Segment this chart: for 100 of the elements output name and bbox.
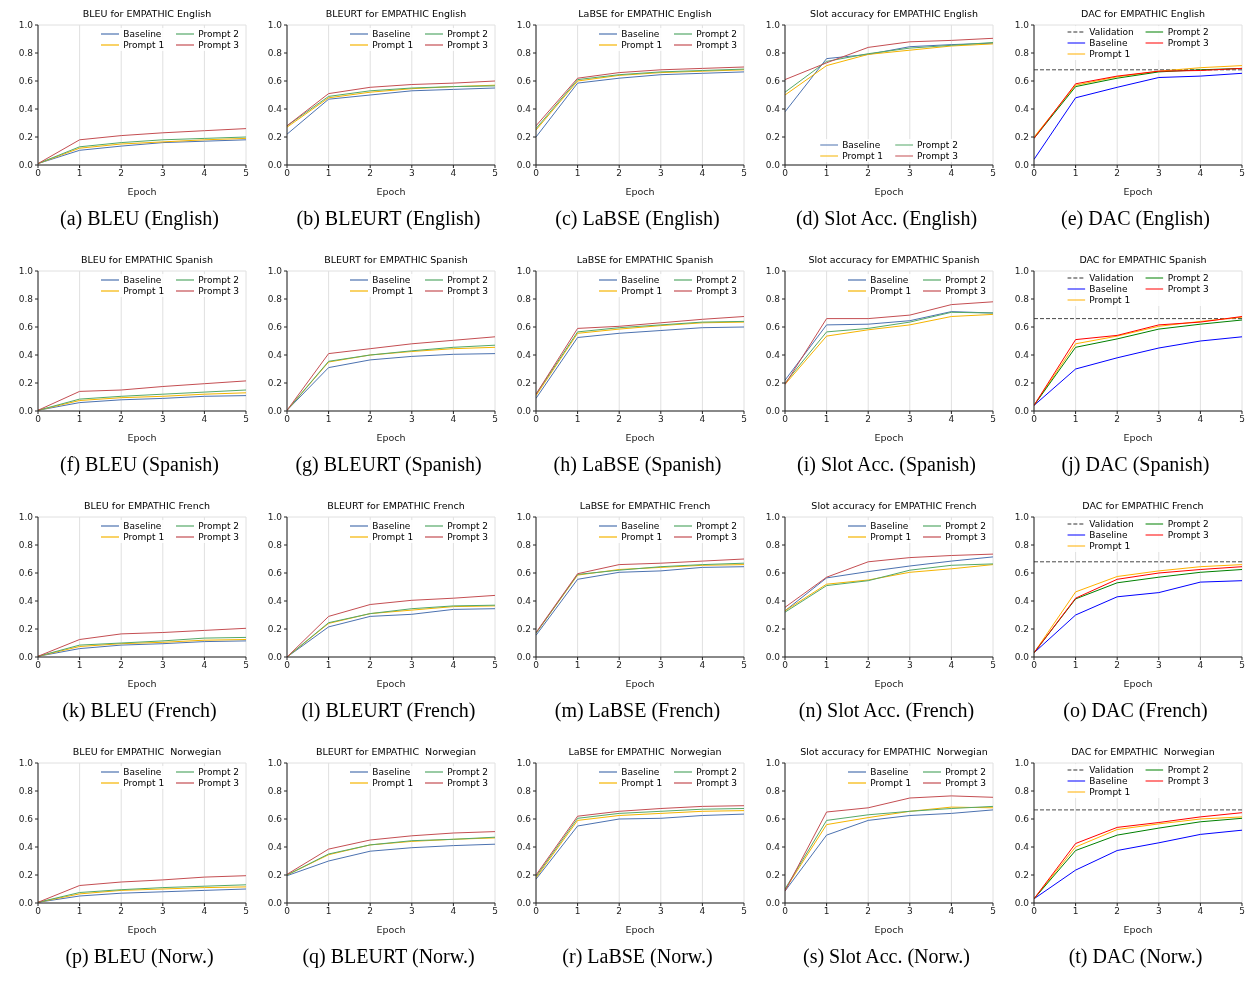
- legend-label: Prompt 1: [870, 532, 912, 542]
- x-axis-title: Epoch: [625, 678, 655, 689]
- x-tick-label: 4: [699, 660, 706, 671]
- legend-label: Prompt 1: [372, 286, 414, 296]
- legend-label: Prompt 2: [198, 275, 239, 285]
- y-tick-label: 0.4: [516, 596, 532, 607]
- y-tick-label: 0.2: [267, 132, 282, 143]
- y-tick-label: 0.0: [18, 652, 34, 663]
- x-tick-label: 3: [408, 168, 415, 179]
- legend-label: Prompt 1: [372, 40, 414, 50]
- x-tick-label: 5: [492, 168, 498, 179]
- legend-label: Baseline: [123, 29, 162, 39]
- y-tick-label: 1.0: [18, 512, 34, 523]
- chart-title: BLEU for EMPATHIC Spanish: [80, 254, 214, 267]
- text: (k) BLEU (French): [61, 699, 218, 722]
- y-tick-label: 0.2: [516, 870, 531, 881]
- x-tick-label: 2: [118, 660, 125, 671]
- legend-label: Prompt 1: [870, 286, 912, 296]
- legend-label: Baseline: [1089, 530, 1128, 540]
- x-tick-label: 5: [990, 168, 996, 179]
- x-axis-title: Epoch: [376, 924, 406, 935]
- y-tick-label: 0.6: [18, 814, 34, 825]
- y-tick-label: 0.6: [267, 76, 283, 87]
- x-tick-label: 4: [1197, 168, 1204, 179]
- y-tick-label: 0.0: [765, 160, 781, 171]
- x-axis-title: Epoch: [127, 186, 157, 197]
- line-series: [1034, 336, 1242, 406]
- x-tick-label: 0: [1031, 414, 1038, 425]
- y-tick-label: 1.0: [765, 512, 781, 523]
- y-tick-label: 0.4: [18, 350, 34, 361]
- x-tick-label: 2: [865, 414, 872, 425]
- x-tick-label: 2: [367, 414, 374, 425]
- line-series: [287, 843, 495, 877]
- y-tick-label: 0.0: [1014, 898, 1030, 909]
- legend-label: Prompt 1: [1089, 295, 1131, 305]
- legend-label: Prompt 2: [1167, 519, 1209, 529]
- line-series: [1034, 72, 1242, 160]
- y-tick-label: 0.4: [18, 842, 34, 853]
- text: (i) Slot Acc. (Spanish): [796, 453, 977, 476]
- x-tick-label: 1: [823, 168, 830, 179]
- x-tick-label: 3: [159, 660, 166, 671]
- y-tick-label: 0.4: [18, 104, 34, 115]
- chart-title: BLEURT for EMPATHIC Norwegian: [314, 746, 477, 759]
- x-tick-label: 2: [1114, 660, 1121, 671]
- y-tick-label: 1.0: [267, 758, 283, 769]
- text: (t) DAC (Norw.): [1067, 945, 1204, 968]
- x-tick-label: 0: [35, 660, 42, 671]
- x-tick-label: 3: [906, 414, 913, 425]
- y-tick-label: 0.0: [516, 652, 532, 663]
- y-tick-label: 1.0: [516, 758, 532, 769]
- y-tick-label: 0.4: [267, 350, 283, 361]
- y-tick-label: 1.0: [516, 20, 532, 31]
- x-tick-label: 1: [1072, 168, 1079, 179]
- legend-label: Prompt 3: [1167, 284, 1209, 294]
- text: (h) LaBSE (Spanish): [552, 453, 723, 476]
- x-tick-label: 5: [741, 906, 747, 917]
- y-tick-label: 0.8: [516, 48, 532, 59]
- legend-label: Prompt 1: [621, 778, 663, 788]
- legend-label: Prompt 2: [696, 521, 737, 531]
- chart-title: LaBSE for EMPATHIC English: [577, 8, 713, 21]
- x-tick-label: 0: [782, 414, 789, 425]
- legend-label: Prompt 2: [447, 767, 488, 777]
- x-tick-label: 4: [699, 168, 706, 179]
- legend-label: Prompt 1: [372, 532, 414, 542]
- legend-label: Prompt 3: [696, 778, 737, 788]
- legend-label: Baseline: [842, 140, 881, 150]
- text: (g) BLEURT (Spanish): [294, 453, 483, 476]
- y-tick-label: 0.4: [267, 104, 283, 115]
- x-tick-label: 4: [450, 906, 457, 917]
- x-tick-label: 0: [284, 414, 291, 425]
- legend-label: Baseline: [123, 275, 162, 285]
- legend-label: Validation: [1089, 519, 1134, 529]
- x-tick-label: 4: [699, 906, 706, 917]
- y-tick-label: 0.6: [765, 814, 781, 825]
- chart-title: BLEU for EMPATHIC English: [81, 8, 213, 21]
- x-tick-label: 1: [325, 168, 332, 179]
- x-tick-label: 5: [492, 660, 498, 671]
- x-axis-title: Epoch: [874, 924, 904, 935]
- x-axis-title: Epoch: [625, 924, 655, 935]
- legend-label: Baseline: [1089, 38, 1128, 48]
- y-tick-label: 0.2: [1014, 870, 1029, 881]
- y-tick-label: 0.4: [765, 842, 781, 853]
- legend-label: Prompt 3: [696, 286, 737, 296]
- legend-label: Baseline: [870, 767, 909, 777]
- x-tick-label: 5: [243, 660, 249, 671]
- x-tick-label: 4: [948, 660, 955, 671]
- y-tick-label: 1.0: [18, 20, 34, 31]
- y-tick-label: 0.2: [18, 870, 33, 881]
- y-tick-label: 1.0: [1014, 20, 1030, 31]
- y-tick-label: 0.4: [1014, 596, 1030, 607]
- x-tick-label: 1: [574, 660, 581, 671]
- legend-label: Prompt 2: [945, 767, 986, 777]
- x-tick-label: 1: [574, 414, 581, 425]
- legend-label: Baseline: [1089, 284, 1128, 294]
- chart-title: DAC for EMPATHIC Norwegian: [1070, 746, 1216, 759]
- x-tick-label: 3: [1155, 660, 1162, 671]
- legend-label: Prompt 2: [945, 521, 986, 531]
- y-tick-label: 0.2: [765, 378, 780, 389]
- x-tick-label: 3: [408, 414, 415, 425]
- legend-label: Prompt 3: [945, 532, 986, 542]
